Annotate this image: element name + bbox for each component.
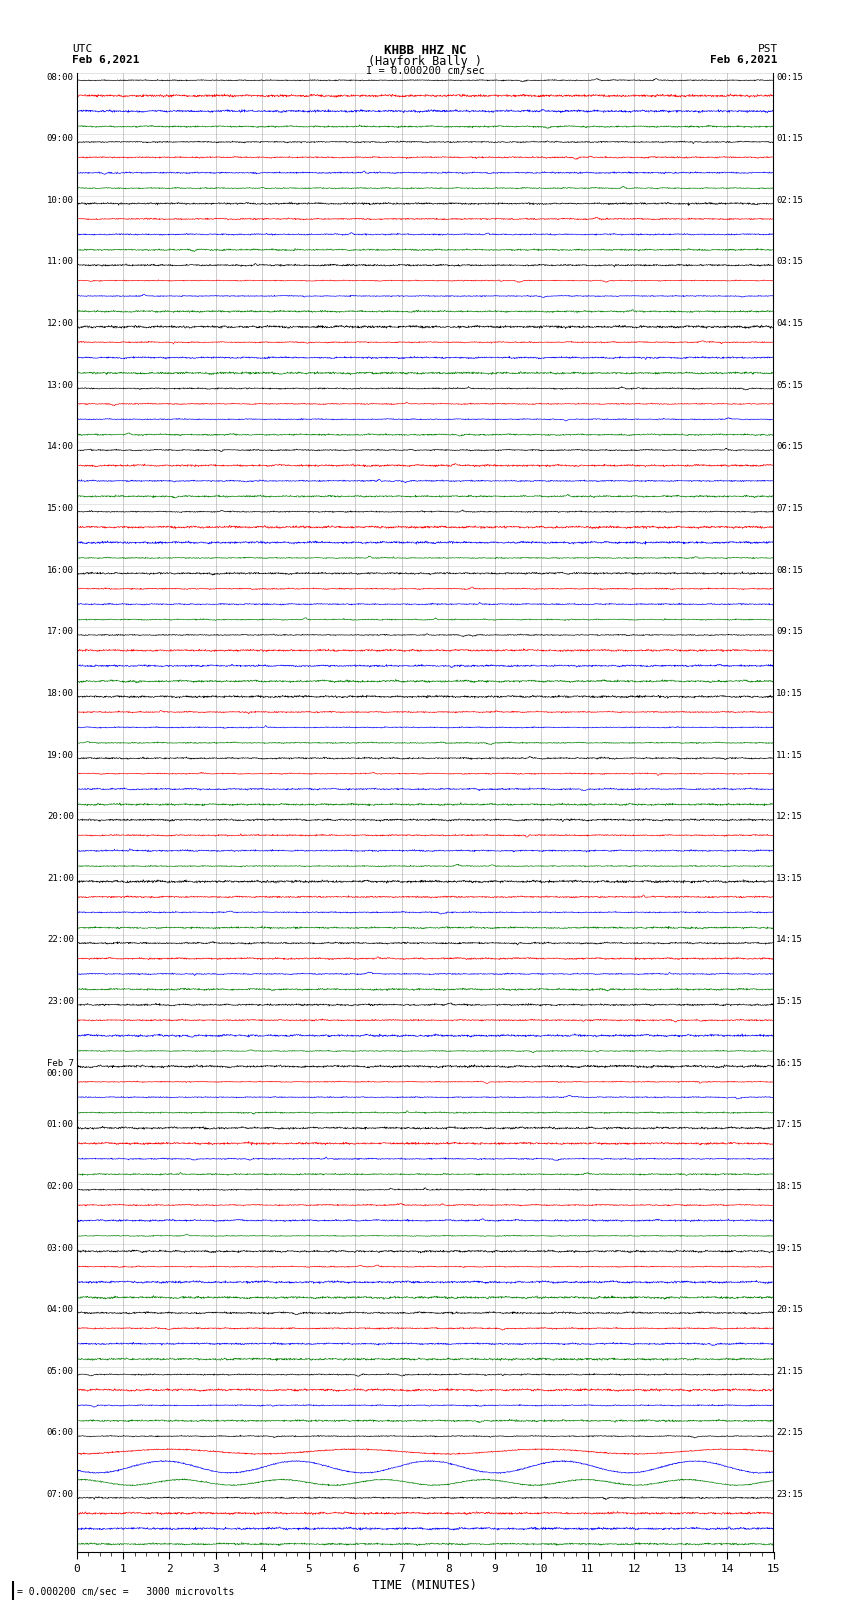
Text: Feb 6,2021: Feb 6,2021 bbox=[72, 55, 139, 65]
Text: (Hayfork Bally ): (Hayfork Bally ) bbox=[368, 55, 482, 68]
Text: Feb 6,2021: Feb 6,2021 bbox=[711, 55, 778, 65]
Text: PST: PST bbox=[757, 44, 778, 53]
Text: UTC: UTC bbox=[72, 44, 93, 53]
Text: KHBB HHZ NC: KHBB HHZ NC bbox=[383, 44, 467, 56]
Text: I = 0.000200 cm/sec: I = 0.000200 cm/sec bbox=[366, 66, 484, 76]
X-axis label: TIME (MINUTES): TIME (MINUTES) bbox=[372, 1579, 478, 1592]
Text: = 0.000200 cm/sec =   3000 microvolts: = 0.000200 cm/sec = 3000 microvolts bbox=[17, 1587, 235, 1597]
